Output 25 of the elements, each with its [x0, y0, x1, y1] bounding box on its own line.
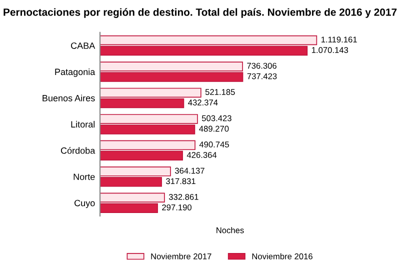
y-tick-label: Cuyo: [74, 200, 95, 208]
data-label: 489.270: [199, 126, 229, 132]
data-label: 1.119.161: [321, 36, 357, 43]
data-label: 737.423: [247, 73, 277, 80]
chart-title: Pernoctaciones por región de destino. Total del país. Noviembre de 2016 y 2017: [4, 8, 397, 18]
y-tick-label: Patagonia: [55, 68, 96, 77]
y-tick-label: Córdoba: [60, 147, 96, 154]
data-label: 736.306: [247, 62, 276, 69]
data-label: 503.423: [202, 115, 232, 122]
data-label: 432.374: [188, 100, 218, 106]
y-tick-label: Litoral: [71, 120, 95, 128]
data-label: 521.185: [205, 89, 235, 95]
data-label: 297.190: [162, 204, 192, 210]
y-tick-label: Buenos Aires: [42, 94, 95, 102]
legend-label: Noviembre 2017: [151, 253, 212, 260]
data-label: 426.364: [186, 152, 217, 158]
legend-label: Noviembre 2016: [252, 253, 312, 260]
data-label: 317.831: [166, 178, 196, 184]
data-label: 364.137: [174, 168, 204, 174]
y-tick-label: CABA: [71, 42, 96, 49]
data-label: 490.745: [199, 142, 229, 148]
data-label: 1.070.143: [312, 47, 348, 53]
y-tick-label: Norte: [74, 174, 95, 180]
x-axis-title: Noches: [216, 227, 244, 234]
data-label: 332.861: [168, 194, 198, 200]
